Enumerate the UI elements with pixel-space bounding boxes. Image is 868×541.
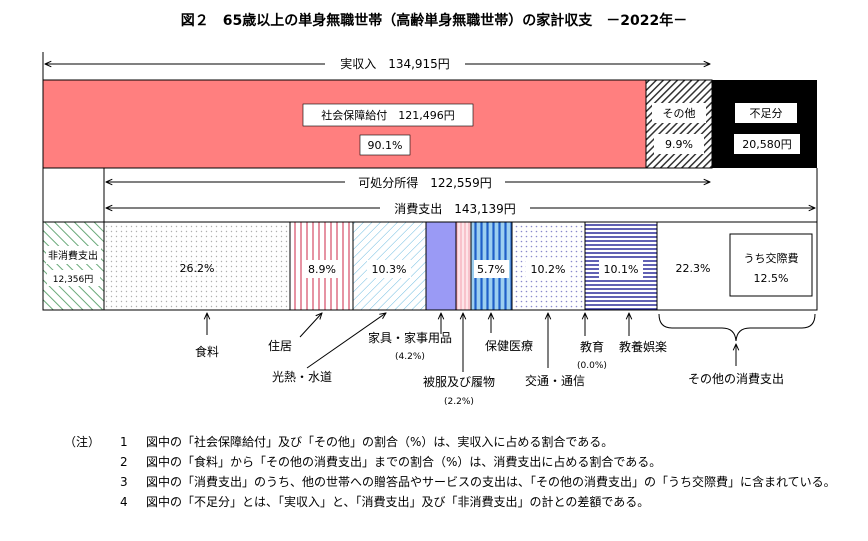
recreation-label: 教養娯楽 [619, 339, 667, 354]
note-text: 図中の「消費支出」のうち、他の世帯への贈答品やサービスの支出は、「その他の消費支… [146, 475, 836, 489]
furniture-share: (4.2%) [395, 352, 425, 362]
note-item-4: 4 図中の「不足分」とは、「実収入」と、「消費支出」及び「非消費支出」の計との差… [64, 492, 854, 512]
income-other-share-box [654, 134, 704, 154]
social-security-label-box [302, 103, 474, 127]
non-consumption-label: 非消費支出 [48, 249, 98, 262]
disposable-income-label-bg [345, 174, 505, 191]
deficit-bar [712, 80, 817, 168]
note-number: 4 [120, 495, 128, 509]
clothing-share: (2.2%) [444, 397, 474, 407]
note-item-1: （注） 1 図中の「社会保障給付」及び「その他」の割合（%）は、実収入に占める割… [64, 432, 854, 452]
furniture-bar [425, 221, 457, 311]
disposable-income-label: 可処分所得 122,559円 [358, 175, 492, 190]
education-share: (0.0%) [577, 361, 607, 371]
income-other-share: 9.9% [665, 138, 693, 151]
social-expense-box [729, 233, 813, 297]
social-security-share-box [359, 134, 411, 156]
food-share: 26.2% [180, 262, 215, 275]
housing-share: 8.9% [308, 263, 336, 276]
deficit-label-box [735, 103, 797, 123]
deficit-label: 不足分 [750, 107, 783, 120]
non-consumption-amount-box [47, 270, 100, 286]
notes-head: （注） [64, 435, 101, 449]
utilities-share: 10.3% [372, 263, 407, 276]
actual-income-label-bg [325, 55, 465, 72]
non-consumption-bar [42, 221, 105, 311]
other-consumption-share: 22.3% [676, 262, 711, 275]
note-text: 図中の「食料」から「その他の消費支出」までの割合（%）は、消費支出に占める割合で… [146, 455, 662, 469]
note-text: 図中の「社会保障給付」及び「その他」の割合（%）は、実収入に占める割合である。 [146, 435, 614, 449]
income-other-label: その他 [663, 107, 696, 120]
transport-share-box [526, 260, 570, 278]
education-label: 教育 [580, 339, 604, 354]
housing-share-box [304, 260, 340, 278]
income-other-bar [645, 79, 713, 169]
note-number: 2 [120, 455, 128, 469]
social-expense-label: うち交際費 [744, 251, 799, 265]
note-item-2: 2 図中の「食料」から「その他の消費支出」までの割合（%）は、消費支出に占める割… [64, 452, 854, 472]
consumption-label: 消費支出 143,139円 [394, 201, 516, 216]
deficit-amount: 20,580円 [742, 138, 792, 151]
chart-title: 図２ 65歳以上の単身無職世帯（高齢単身無職世帯）の家計収支 －2022年－ [181, 12, 687, 29]
housing-arrow [299, 313, 322, 338]
consumption-label-bg [380, 200, 530, 217]
food-bar [103, 221, 291, 311]
note-number: 1 [120, 435, 128, 449]
non-consumption-label-box [46, 246, 101, 264]
clothing-bar [455, 221, 472, 311]
other-consumption-label: その他の消費支出 [688, 371, 784, 386]
notes-section: （注） 1 図中の「社会保障給付」及び「その他」の割合（%）は、実収入に占める割… [64, 432, 854, 512]
clothing-label: 被服及び履物 [423, 375, 495, 389]
social-expense-share: 12.5% [754, 272, 789, 285]
food-label: 食料 [195, 344, 219, 359]
utilities-share-box [367, 260, 411, 278]
utilities-arrow [306, 313, 386, 369]
income-other-label-box [652, 103, 706, 123]
housing-label: 住居 [268, 339, 292, 353]
utilities-label: 光熱・水道 [272, 370, 332, 384]
recreation-share: 10.1% [604, 263, 639, 276]
medical-label: 保健医療 [485, 339, 533, 353]
deficit-amount-box [734, 134, 800, 154]
furniture-label: 家具・家事用品 [368, 330, 452, 345]
social-security-share: 90.1% [368, 139, 403, 152]
social-security-label: 社会保障給付 121,496円 [321, 108, 455, 122]
transport-share: 10.2% [531, 263, 566, 276]
recreation-share-box [599, 260, 643, 278]
note-item-3: 3 図中の「消費支出」のうち、他の世帯への贈答品やサービスの支出は、「その他の消… [64, 472, 854, 492]
other-consumption-brace [658, 313, 816, 342]
non-consumption-amount: 12,356円 [53, 274, 94, 285]
actual-income-label: 実収入 134,915円 [340, 56, 450, 71]
note-text: 図中の「不足分」とは、「実収入」と、「消費支出」及び「非消費支出」の計との差額で… [146, 495, 650, 509]
note-number: 3 [120, 475, 128, 489]
transport-label: 交通・通信 [525, 373, 585, 388]
medical-share: 5.7% [477, 263, 505, 276]
medical-share-box [474, 260, 509, 278]
